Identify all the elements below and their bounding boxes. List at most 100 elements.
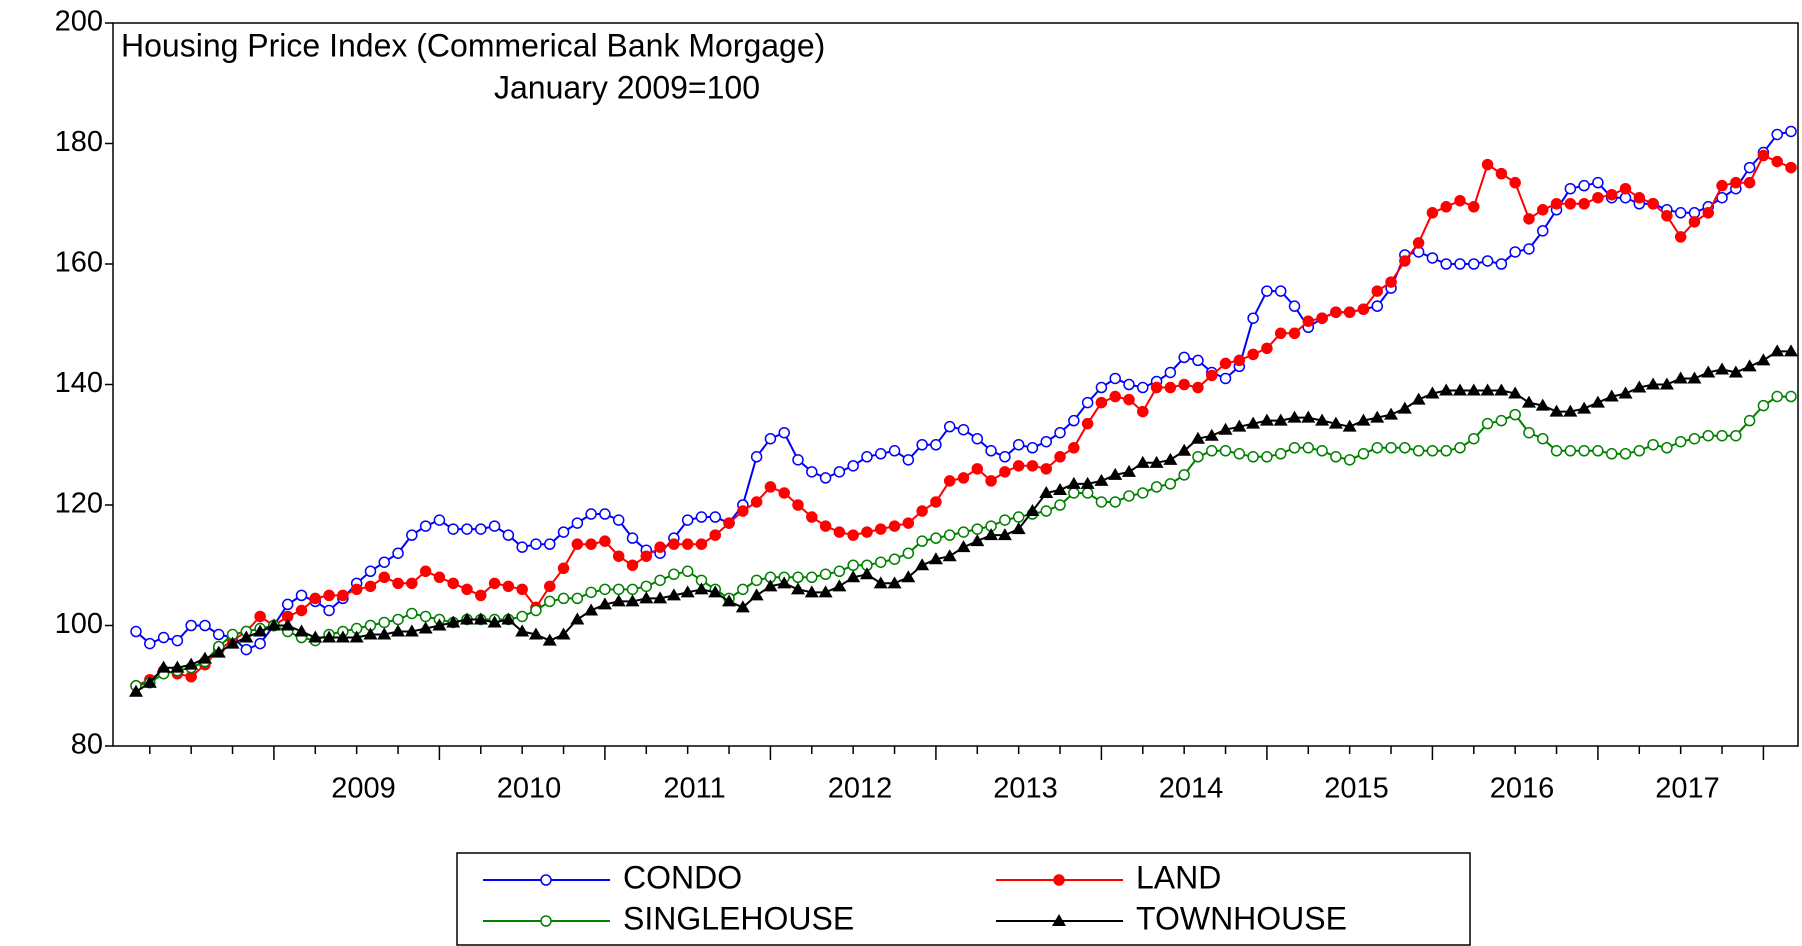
point xyxy=(1771,155,1783,168)
point xyxy=(1785,125,1797,138)
point xyxy=(1261,285,1273,297)
point xyxy=(197,651,212,664)
point xyxy=(1109,372,1121,385)
point xyxy=(1259,413,1274,426)
point xyxy=(1233,354,1246,367)
point xyxy=(1466,383,1481,396)
x-tick-label: 2010 xyxy=(497,773,562,805)
point xyxy=(695,511,708,523)
point xyxy=(1550,445,1563,457)
point xyxy=(1287,410,1302,423)
point xyxy=(130,625,142,638)
point xyxy=(709,511,721,523)
point xyxy=(916,439,928,451)
point xyxy=(1108,467,1123,480)
point xyxy=(1785,390,1797,403)
point xyxy=(1578,179,1590,192)
point xyxy=(542,633,557,646)
point xyxy=(1123,490,1135,502)
point xyxy=(557,562,570,575)
point xyxy=(943,420,956,433)
point xyxy=(750,574,763,587)
point xyxy=(875,556,887,568)
point xyxy=(570,612,585,625)
point xyxy=(1509,176,1521,189)
point xyxy=(1537,204,1549,216)
point xyxy=(1218,422,1233,435)
point xyxy=(433,571,446,584)
point xyxy=(1081,487,1094,499)
point xyxy=(1356,413,1371,426)
point xyxy=(943,475,956,487)
point xyxy=(1701,365,1716,378)
point xyxy=(1605,188,1618,201)
point xyxy=(1026,460,1039,472)
point xyxy=(971,432,984,445)
point xyxy=(694,582,709,595)
point xyxy=(735,600,750,613)
point xyxy=(1081,417,1094,430)
point xyxy=(956,540,971,553)
point xyxy=(419,520,432,532)
point xyxy=(1549,404,1564,417)
point xyxy=(1206,445,1218,457)
point xyxy=(1399,255,1411,267)
point xyxy=(1481,255,1494,267)
point xyxy=(985,445,997,457)
point xyxy=(1190,431,1205,444)
point xyxy=(1135,455,1150,468)
point xyxy=(999,514,1011,526)
point xyxy=(1771,128,1783,141)
point xyxy=(1371,300,1383,312)
point xyxy=(473,612,488,625)
point xyxy=(544,580,556,593)
x-tick-label: 2016 xyxy=(1490,773,1555,805)
point xyxy=(1411,392,1426,405)
point xyxy=(530,604,542,617)
point xyxy=(750,451,763,463)
point xyxy=(1688,216,1701,228)
chart-subtitle: January 2009=100 xyxy=(494,69,760,105)
legend xyxy=(456,852,1471,946)
point xyxy=(612,550,625,562)
point xyxy=(930,532,942,544)
point xyxy=(144,637,156,650)
point xyxy=(1288,327,1301,340)
point xyxy=(1385,276,1397,288)
point xyxy=(611,594,626,607)
point xyxy=(1054,499,1066,511)
point xyxy=(1053,482,1068,495)
point xyxy=(1592,191,1604,204)
point xyxy=(902,454,915,466)
point xyxy=(1646,377,1661,390)
point xyxy=(185,619,197,632)
point xyxy=(528,627,543,640)
point xyxy=(295,604,308,617)
point xyxy=(1425,386,1440,399)
point xyxy=(1619,182,1632,195)
point xyxy=(653,591,668,604)
point xyxy=(225,636,240,649)
point xyxy=(750,496,763,508)
point xyxy=(1757,399,1770,412)
point xyxy=(640,580,653,593)
point xyxy=(681,514,694,526)
point xyxy=(1730,176,1742,189)
point xyxy=(737,505,749,517)
point xyxy=(377,627,392,640)
point xyxy=(349,630,364,643)
point xyxy=(1357,448,1370,460)
point xyxy=(461,583,473,596)
point xyxy=(887,576,902,589)
point xyxy=(847,529,859,541)
point xyxy=(928,552,943,565)
point xyxy=(639,591,654,604)
point xyxy=(875,448,887,460)
point xyxy=(1426,207,1439,219)
point xyxy=(516,610,528,623)
point xyxy=(1095,381,1108,394)
y-tick-label: 180 xyxy=(55,126,103,158)
point xyxy=(460,612,474,625)
point xyxy=(819,472,832,484)
legend-marker xyxy=(1053,874,1065,886)
